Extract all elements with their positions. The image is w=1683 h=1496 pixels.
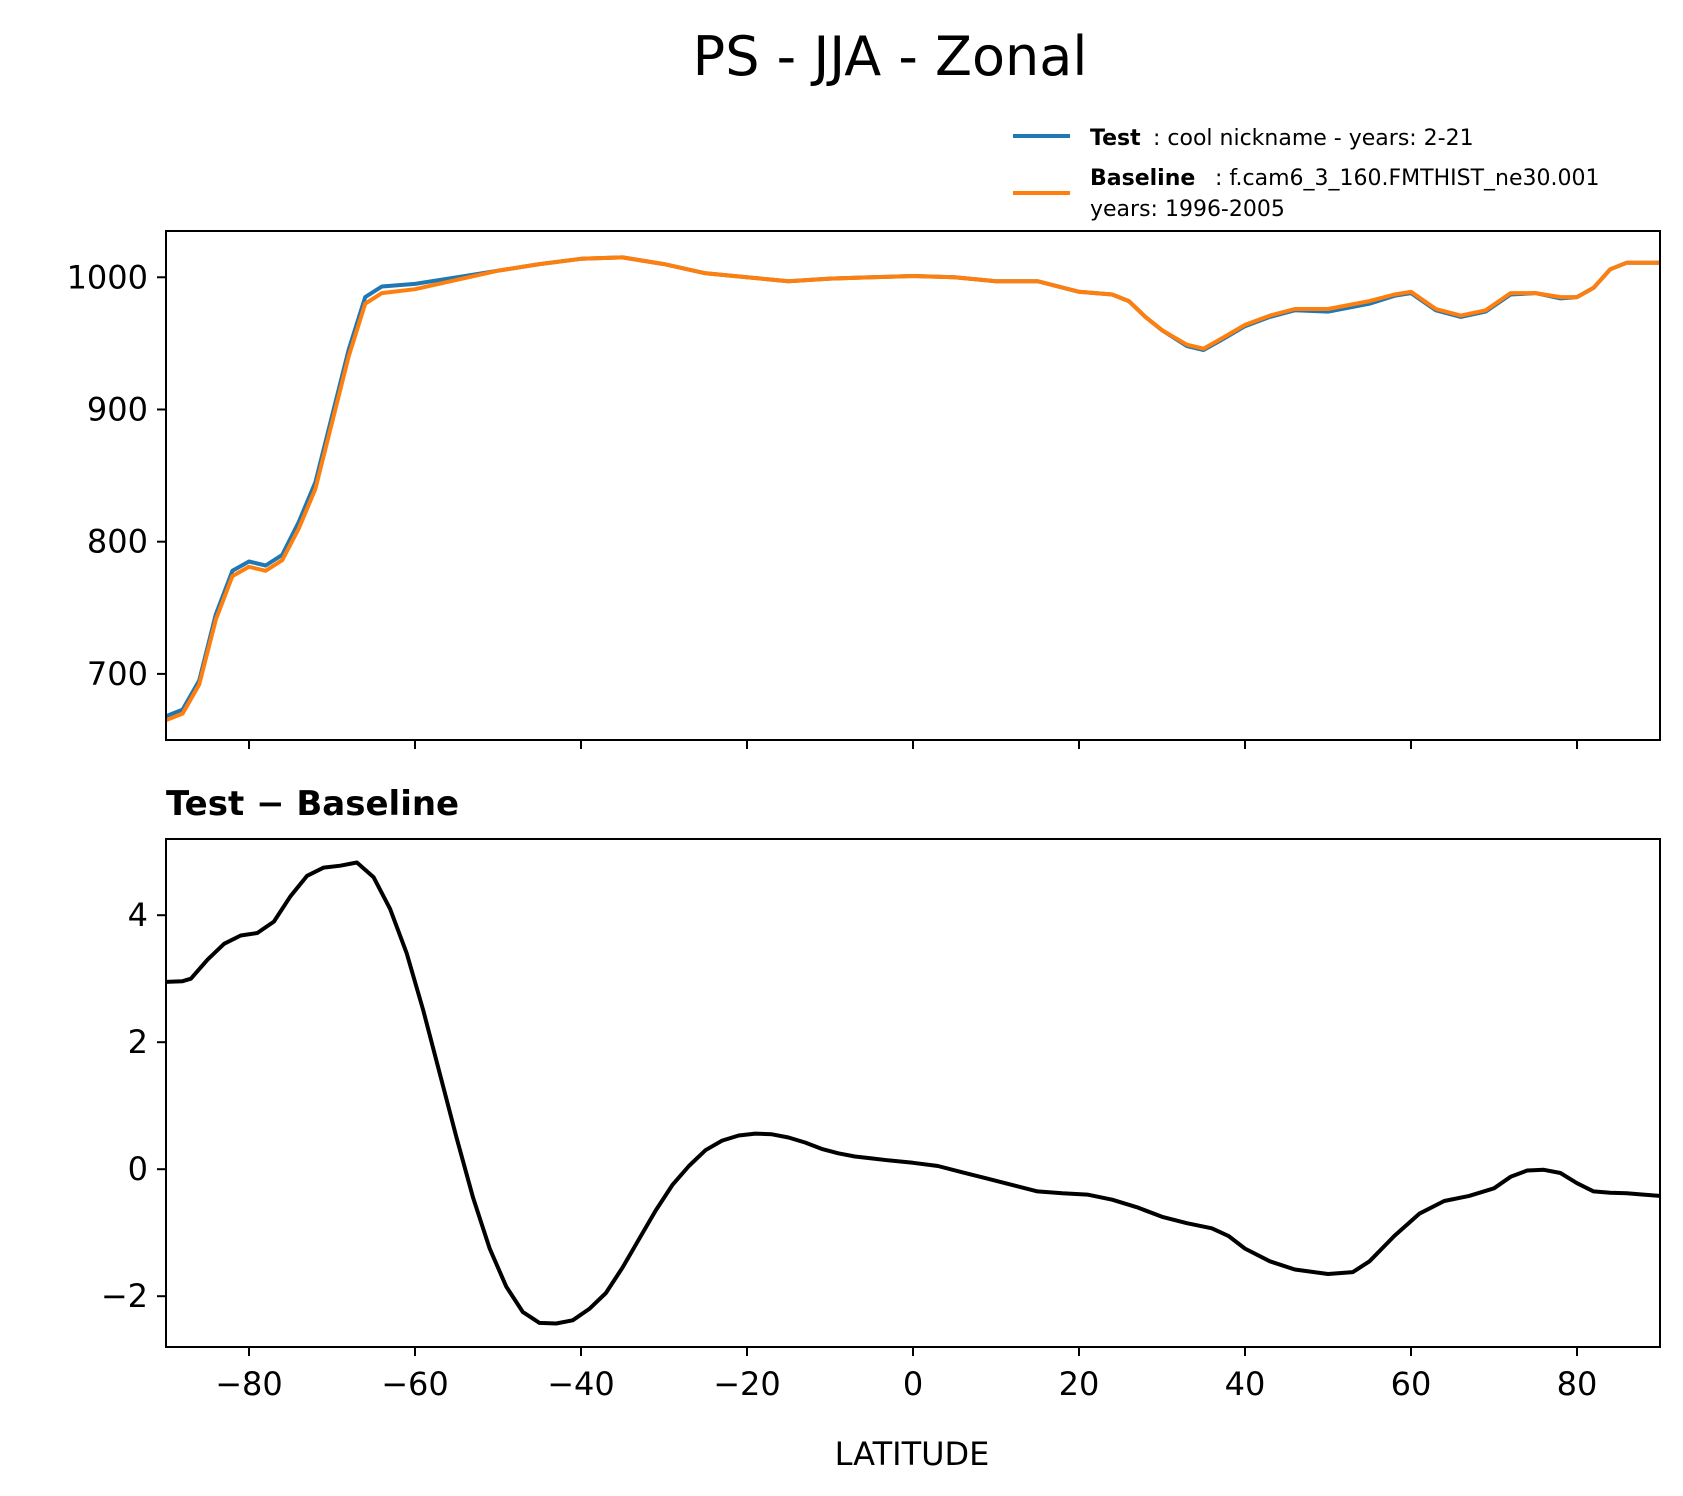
top-x-ticks [248, 740, 1578, 749]
top-series-group [165, 255, 1660, 723]
bottom-xtick-label: 60 [1391, 1365, 1432, 1403]
top-panel: 700 800 900 1000 [67, 230, 1661, 749]
top-y-ticks: 700 800 900 1000 [67, 258, 166, 693]
legend: Test : cool nickname - years: 2-21 Basel… [1013, 126, 1600, 222]
legend-baseline-name: Baseline [1090, 166, 1195, 191]
legend-test-name: Test [1090, 126, 1141, 151]
bottom-ytick-label: −2 [101, 1277, 148, 1315]
x-axis-label: LATITUDE [835, 1435, 990, 1473]
bottom-ytick-label: 4 [128, 896, 148, 934]
bottom-x-ticks: −80 −60 −40 −20 0 20 40 60 80 [215, 1347, 1597, 1403]
figure-title: PS - JJA - Zonal [693, 25, 1088, 88]
bottom-xtick-label: 40 [1225, 1365, 1266, 1403]
bottom-ytick-label: 2 [128, 1023, 148, 1061]
top-series-baseline [165, 255, 1660, 723]
bottom-xtick-label: −20 [713, 1365, 781, 1403]
bottom-ytick-label: 0 [128, 1150, 148, 1188]
top-ytick-label: 900 [87, 390, 148, 428]
bottom-panel-title: Test − Baseline [166, 784, 459, 824]
legend-baseline-years: years: 1996-2005 [1090, 197, 1285, 222]
bottom-xtick-label: 20 [1059, 1365, 1100, 1403]
legend-baseline-label: : f.cam6_3_160.FMTHIST_ne30.001 [1215, 166, 1600, 191]
legend-test-label: : cool nickname - years: 2-21 [1153, 126, 1474, 151]
top-ytick-label: 800 [87, 523, 148, 561]
bottom-series-test-baseline [165, 860, 1661, 1326]
bottom-xtick-label: 80 [1557, 1365, 1598, 1403]
top-ytick-label: 700 [87, 655, 148, 693]
bottom-xtick-label: −60 [381, 1365, 449, 1403]
bottom-series-group [165, 860, 1661, 1326]
bottom-xtick-label: −40 [547, 1365, 615, 1403]
top-ytick-label: 1000 [67, 258, 148, 296]
bottom-xtick-label: 0 [903, 1365, 923, 1403]
bottom-y-ticks: −2 0 2 4 [101, 896, 166, 1315]
bottom-xtick-label: −80 [215, 1365, 283, 1403]
